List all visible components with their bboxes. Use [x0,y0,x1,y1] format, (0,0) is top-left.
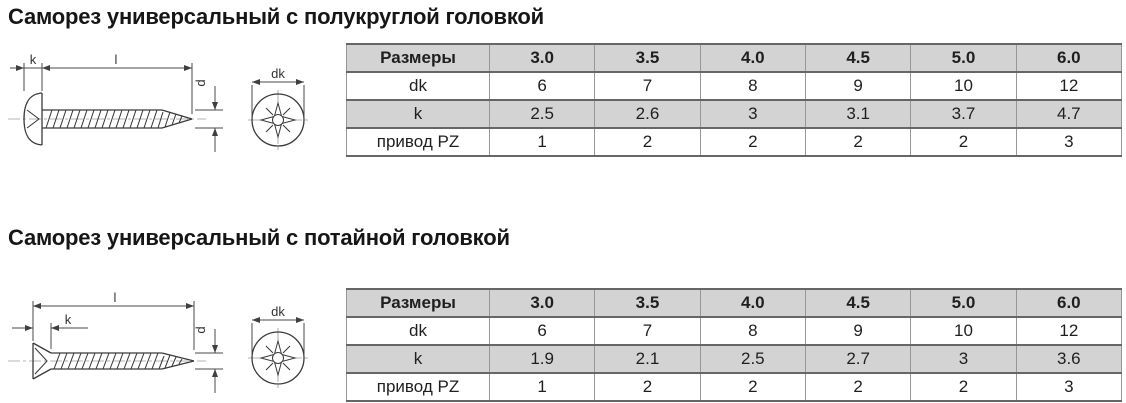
dim-label-k: k [65,312,72,327]
size-header: 4.0 [699,288,806,318]
value-cell: 2 [910,372,1017,402]
value-cell: 7 [594,71,701,101]
dim-label-d: d [193,79,208,86]
size-header: 3.0 [488,43,596,73]
table-row-dk: dk 6 7 8 9 10 12 [346,71,1123,101]
size-header: 6.0 [1015,43,1123,73]
value-cell: 2.1 [594,344,701,374]
value-cell: 1.9 [488,344,596,374]
value-cell: 4.7 [1015,99,1123,129]
value-cell: 7 [594,316,701,346]
value-cell: 2.6 [594,99,701,129]
thread-hatching [45,109,183,129]
screw-front-view: dk [248,66,308,150]
screw-side-view: k l d [8,52,223,152]
value-cell: 2 [804,127,912,157]
size-header: 5.0 [910,288,1017,318]
dim-label-k: k [30,52,37,67]
table-row-k: k 1.9 2.1 2.5 2.7 3 3.6 [346,344,1123,374]
recess-side-mark [26,109,40,129]
screw-side-view: l k d [8,290,223,393]
value-cell: 10 [910,316,1017,346]
value-cell: 8 [699,316,806,346]
value-cell: 1 [488,372,596,402]
table-header-row: Размеры 3.0 3.5 4.0 4.5 5.0 6.0 [346,43,1123,73]
value-cell: 3.1 [804,99,912,129]
value-cell: 6 [488,316,596,346]
size-header: 6.0 [1015,288,1123,318]
value-cell: 12 [1015,316,1123,346]
size-header: 3.0 [488,288,596,318]
pz-recess-icon [259,101,297,139]
table-row-privod-pz: привод PZ 1 2 2 2 2 3 [346,372,1123,402]
value-cell: 3 [1015,127,1123,157]
shank-outline [51,352,195,370]
table-row-dk: dk 6 7 8 9 10 12 [346,316,1123,346]
value-cell: 3 [910,344,1017,374]
countersunk-head-outline [32,342,52,380]
pan-head-size-table: Размеры 3.0 3.5 4.0 4.5 5.0 6.0 dk 6 7 8… [346,43,1123,157]
value-cell: 9 [804,316,912,346]
size-header: 4.0 [699,43,806,73]
table-corner-header: Размеры [346,288,490,318]
size-header: 4.5 [804,288,912,318]
value-cell: 1 [488,127,596,157]
row-label: привод PZ [346,127,490,157]
table-row-k: k 2.5 2.6 3 3.1 3.7 4.7 [346,99,1123,129]
value-cell: 10 [910,71,1017,101]
countersunk-screw-drawing: l k d dk [8,290,308,393]
thread-hatching [53,352,183,370]
size-header: 5.0 [910,43,1017,73]
dim-label-d: d [193,326,208,333]
recess-side-mark [34,347,48,375]
value-cell: 2 [804,372,912,402]
screw-front-view: dk [248,304,308,388]
section-title-countersunk: Саморез универсальный с потайной головко… [8,225,510,250]
dim-label-dk: dk [271,304,285,319]
table-row-privod-pz: привод PZ 1 2 2 2 2 3 [346,127,1123,157]
size-header: 4.5 [804,43,912,73]
value-cell: 2 [699,372,806,402]
value-cell: 2.7 [804,344,912,374]
row-label: dk [346,71,490,101]
value-cell: 9 [804,71,912,101]
value-cell: 3 [699,99,806,129]
head-circle [251,93,305,147]
value-cell: 2 [594,127,701,157]
value-cell: 2 [699,127,806,157]
row-label: dk [346,316,490,346]
pan-head-screw-drawing: k l d dk [8,52,308,152]
size-header: 3.5 [594,43,701,73]
value-cell: 2 [910,127,1017,157]
table-corner-header: Размеры [346,43,490,73]
value-cell: 12 [1015,71,1123,101]
value-cell: 3.7 [910,99,1017,129]
value-cell: 2 [594,372,701,402]
dim-label-l: l [115,52,118,67]
section-title-pan-head: Саморез универсальный с полукруглой голо… [8,4,544,29]
dim-label-l: l [114,290,117,305]
row-label: привод PZ [346,372,490,402]
value-cell: 8 [699,71,806,101]
size-header: 3.5 [594,288,701,318]
row-label: k [346,99,490,129]
value-cell: 2.5 [699,344,806,374]
value-cell: 6 [488,71,596,101]
value-cell: 2.5 [488,99,596,129]
head-circle [251,331,305,385]
pz-recess-icon [259,339,297,377]
row-label: k [346,344,490,374]
value-cell: 3.6 [1015,344,1123,374]
value-cell: 3 [1015,372,1123,402]
pan-head-outline [23,92,43,146]
table-header-row: Размеры 3.0 3.5 4.0 4.5 5.0 6.0 [346,288,1123,318]
countersunk-size-table: Размеры 3.0 3.5 4.0 4.5 5.0 6.0 dk 6 7 8… [346,288,1123,402]
dim-label-dk: dk [271,66,285,81]
